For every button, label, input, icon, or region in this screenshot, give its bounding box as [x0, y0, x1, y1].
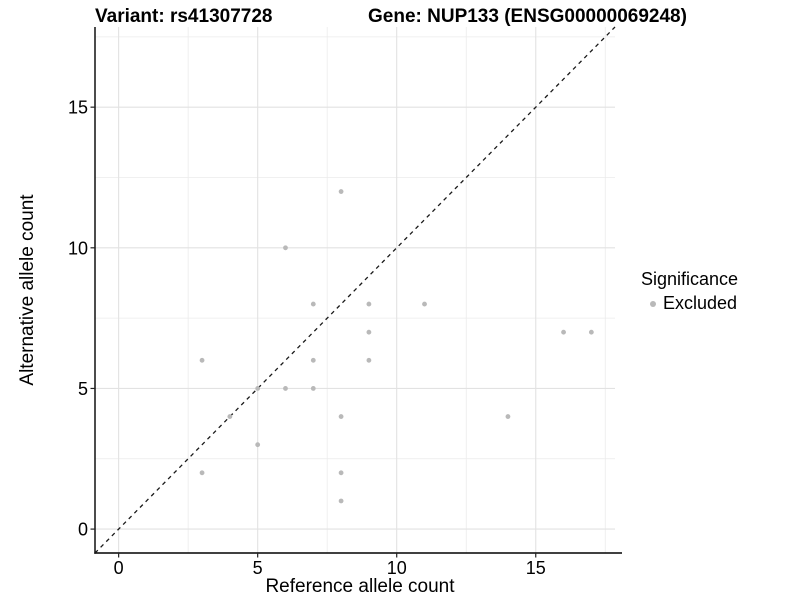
- data-point: [227, 414, 233, 419]
- data-point: [338, 414, 344, 419]
- data-point: [338, 189, 344, 194]
- identity-line: [94, 26, 616, 554]
- x-tick-label: 10: [387, 558, 407, 578]
- x-tick-label: 0: [114, 558, 124, 578]
- x-axis-title: Reference allele count: [265, 576, 455, 597]
- legend: Significance Excluded: [641, 269, 738, 314]
- y-tick-label: 0: [78, 520, 88, 540]
- plot-title-variant: Variant: rs41307728: [95, 6, 273, 27]
- data-point: [283, 245, 288, 251]
- data-point: [338, 498, 344, 504]
- plot-title-gene: Gene: NUP133 (ENSG00000069248): [368, 6, 687, 27]
- data-point: [310, 301, 316, 307]
- data-point: [255, 442, 261, 448]
- y-axis-title: Alternative allele count: [17, 194, 38, 386]
- data-point: [199, 357, 205, 363]
- legend-point-swatch: [650, 300, 656, 307]
- x-tick-label: 15: [526, 558, 546, 578]
- data-point: [588, 329, 594, 335]
- data-point: [422, 301, 427, 307]
- data-point: [199, 470, 205, 476]
- y-tick-label: 15: [68, 98, 88, 118]
- legend-item-excluded: Excluded: [641, 293, 738, 314]
- data-point: [505, 414, 511, 419]
- data-point: [366, 357, 372, 363]
- data-point: [255, 386, 261, 391]
- y-tick-label: 10: [68, 238, 88, 258]
- x-tick-label: 5: [253, 558, 263, 578]
- data-point: [310, 357, 316, 363]
- data-point: [310, 386, 316, 391]
- data-point: [338, 470, 344, 476]
- legend-title: Significance: [641, 269, 739, 289]
- y-tick-label: 5: [78, 379, 88, 399]
- data-point: [561, 329, 566, 335]
- data-point: [366, 329, 372, 335]
- legend-item-label: Excluded: [663, 293, 738, 313]
- data-point: [366, 301, 372, 307]
- data-point: [283, 386, 288, 391]
